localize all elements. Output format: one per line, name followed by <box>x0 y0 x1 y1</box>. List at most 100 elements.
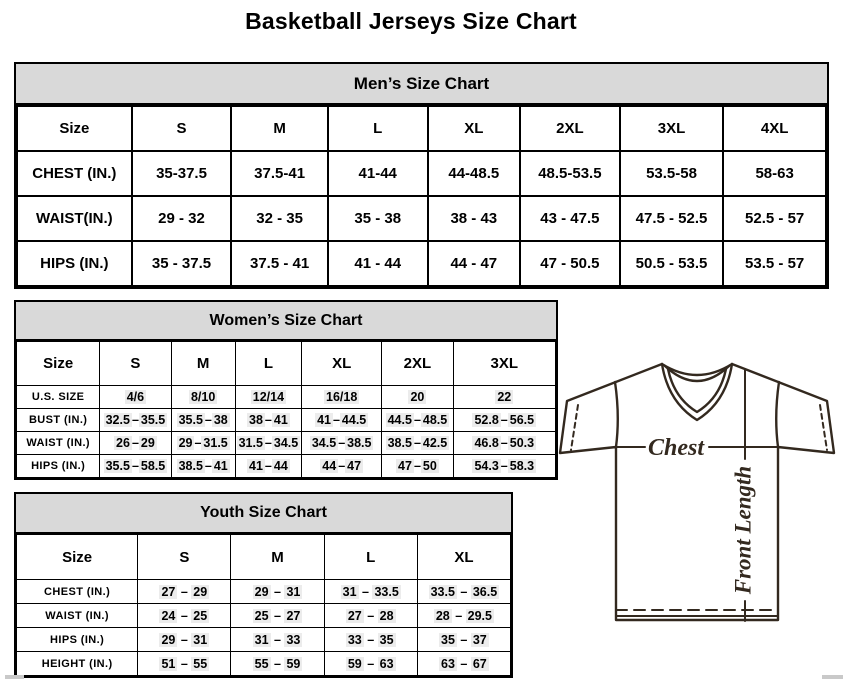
scrollbar-fragment-left[interactable] <box>5 675 24 679</box>
size-value-cell: 44-48.5 <box>426 150 522 197</box>
size-column-header: S <box>130 105 233 152</box>
womens-chart-banner: Women’s Size Chart <box>16 302 556 341</box>
size-data-row: HIPS (IN.) 35 - 37.5 37.5 - 41 41 - 44 44 - … <box>16 240 827 287</box>
size-value-cell: 24 – 25 <box>137 603 232 628</box>
size-header-row: Size S M L XL <box>15 534 512 580</box>
size-value-cell: 41 - 44 <box>326 240 429 287</box>
size-value-cell: 41–44.5 <box>301 408 383 432</box>
size-value-cell: 16/18 <box>301 385 383 409</box>
size-value-cell: 31.5–34.5 <box>234 431 303 455</box>
womens-size-table: Size S M L XL 2XL 3XL U.S. SIZE 4/6 8/10 12/14 16/1… <box>15 341 557 478</box>
size-data-row: HIPS (IN.) 35.5–58.5 38.5–41 41–44 44–47 47–5… <box>15 454 557 478</box>
right-cuff-stitch <box>819 404 828 451</box>
youth-size-table: Size S M L XL CHEST (IN.) 27 – 29 29 – 31 31 – 3… <box>15 534 512 676</box>
size-value-cell: 27 – 28 <box>323 603 418 628</box>
size-value-cell: 27 – 29 <box>137 579 232 604</box>
size-data-row: U.S. SIZE 4/6 8/10 12/14 16/18 20 22 <box>15 385 557 409</box>
size-label-header: Size <box>15 341 101 386</box>
measurement-row-label: U.S. SIZE <box>15 385 101 409</box>
size-column-header: XL <box>426 105 522 152</box>
size-header-row: Size S M L XL 2XL 3XL <box>15 341 557 386</box>
size-value-cell: 32 - 35 <box>230 195 329 242</box>
size-value-cell: 58-63 <box>722 150 827 197</box>
mens-size-table: Size S M L XL 2XL 3XL 4XL CHEST (IN.) 35-37.5 37.5… <box>16 105 827 287</box>
measurement-row-label: WAIST (IN.) <box>15 431 101 455</box>
mens-size-chart-section: Men’s Size Chart Size S M L XL 2XL 3XL 4XL CHEST… <box>14 62 829 289</box>
size-value-cell: 34.5–38.5 <box>301 431 383 455</box>
chest-label: Chest <box>648 435 705 461</box>
size-value-cell: 35 – 37 <box>416 627 512 652</box>
size-value-cell: 4/6 <box>99 385 172 409</box>
size-value-cell: 47–50 <box>381 454 454 478</box>
size-column-header: L <box>326 105 429 152</box>
size-value-cell: 35 - 38 <box>326 195 429 242</box>
size-column-header: M <box>170 341 236 386</box>
size-value-cell: 41-44 <box>326 150 429 197</box>
size-value-cell: 59 – 63 <box>323 651 418 676</box>
size-column-header: M <box>230 105 329 152</box>
size-value-cell: 29 - 32 <box>130 195 233 242</box>
size-data-row: WAIST (IN.) 24 – 25 25 – 27 27 – 28 28 – 29.… <box>15 603 512 628</box>
size-value-cell: 38 - 43 <box>426 195 522 242</box>
size-column-header: S <box>137 534 232 580</box>
size-value-cell: 47.5 - 52.5 <box>618 195 725 242</box>
size-column-header: L <box>323 534 418 580</box>
size-value-cell: 25 – 27 <box>230 603 325 628</box>
right-armhole-seam <box>775 380 781 449</box>
size-value-cell: 29–31.5 <box>170 431 236 455</box>
size-value-cell: 44.5–48.5 <box>381 408 454 432</box>
measurement-row-label: BUST (IN.) <box>15 408 101 432</box>
size-value-cell: 44 - 47 <box>426 240 522 287</box>
size-value-cell: 37.5 - 41 <box>230 240 329 287</box>
size-value-cell: 29 – 31 <box>137 627 232 652</box>
size-value-cell: 8/10 <box>170 385 236 409</box>
size-value-cell: 55 – 59 <box>230 651 325 676</box>
size-value-cell: 53.5-58 <box>618 150 725 197</box>
size-value-cell: 12/14 <box>234 385 303 409</box>
size-value-cell: 52.8–56.5 <box>452 408 557 432</box>
size-value-cell: 43 - 47.5 <box>519 195 621 242</box>
size-value-cell: 20 <box>381 385 454 409</box>
size-data-row: CHEST (IN.) 35-37.5 37.5-41 41-44 44-48.5 48.… <box>16 150 827 197</box>
scrollbar-fragment-right[interactable] <box>822 675 843 679</box>
size-column-header: 2XL <box>519 105 621 152</box>
size-column-header: XL <box>416 534 512 580</box>
size-label-header: Size <box>15 534 139 580</box>
size-value-cell: 44–47 <box>301 454 383 478</box>
measurement-row-label: CHEST (IN.) <box>16 150 133 197</box>
womens-size-chart-section: Women’s Size Chart Size S M L XL 2XL 3XL U.S. S… <box>14 300 558 480</box>
collar-inner-v <box>666 367 728 414</box>
size-data-row: CHEST (IN.) 27 – 29 29 – 31 31 – 33.5 33.5 –… <box>15 579 512 604</box>
size-value-cell: 53.5 - 57 <box>722 240 827 287</box>
size-value-cell: 35.5–58.5 <box>99 454 172 478</box>
collar-rib-arc-2 <box>663 364 731 383</box>
size-column-header: M <box>230 534 325 580</box>
youth-chart-banner: Youth Size Chart <box>16 494 511 534</box>
size-column-header: S <box>99 341 172 386</box>
measurement-row-label: HIPS (IN.) <box>16 240 133 287</box>
size-value-cell: 38–41 <box>234 408 303 432</box>
size-column-header: XL <box>301 341 383 386</box>
size-label-header: Size <box>16 105 133 152</box>
mens-chart-banner: Men’s Size Chart <box>16 64 827 105</box>
youth-size-chart-section: Youth Size Chart Size S M L XL CHEST (IN.) 27 … <box>14 492 513 678</box>
size-value-cell: 46.8–50.3 <box>452 431 557 455</box>
size-value-cell: 41–44 <box>234 454 303 478</box>
size-value-cell: 37.5-41 <box>230 150 329 197</box>
size-value-cell: 29 – 31 <box>230 579 325 604</box>
size-data-row: HIPS (IN.) 29 – 31 31 – 33 33 – 35 35 – 37 <box>15 627 512 652</box>
measurement-row-label: WAIST(IN.) <box>16 195 133 242</box>
measurement-row-label: HIPS (IN.) <box>15 627 139 652</box>
size-value-cell: 50.5 - 53.5 <box>618 240 725 287</box>
measurement-row-label: HEIGHT (IN.) <box>15 651 139 676</box>
size-value-cell: 63 – 67 <box>416 651 512 676</box>
size-value-cell: 33.5 – 36.5 <box>416 579 512 604</box>
size-value-cell: 35-37.5 <box>130 150 233 197</box>
front-length-label: Front Length <box>730 466 755 595</box>
size-value-cell: 32.5–35.5 <box>99 408 172 432</box>
size-value-cell: 35 - 37.5 <box>130 240 233 287</box>
measurement-row-label: CHEST (IN.) <box>15 579 139 604</box>
size-column-header: 3XL <box>618 105 725 152</box>
size-value-cell: 38.5–42.5 <box>381 431 454 455</box>
size-value-cell: 52.5 - 57 <box>722 195 827 242</box>
